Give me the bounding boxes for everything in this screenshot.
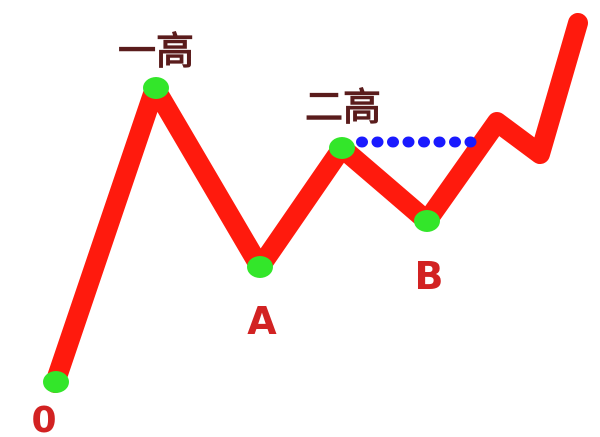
neckline-dot [371, 136, 384, 148]
label-second-high: 二高 [305, 85, 381, 129]
pivot-a-marker [247, 256, 273, 278]
neckline-dot [402, 136, 415, 148]
pivot-first-high-marker [143, 77, 169, 99]
label-point-b: B [415, 254, 444, 298]
price-path-line [45, 13, 588, 393]
pivot-second-high-marker [329, 137, 355, 159]
label-first-high: 一高 [118, 29, 194, 73]
neckline-dot [387, 136, 399, 148]
neckline-dot [433, 136, 446, 148]
pivot-origin-marker [43, 371, 69, 393]
neckline-dot [449, 136, 461, 148]
neckline-dotted [356, 136, 477, 148]
neckline-dot [356, 136, 368, 148]
pivot-b-marker [414, 210, 440, 232]
neckline-dot [464, 136, 477, 148]
label-origin: 0 [31, 400, 56, 437]
label-point-a: A [247, 299, 277, 343]
neckline-dot [418, 136, 430, 148]
